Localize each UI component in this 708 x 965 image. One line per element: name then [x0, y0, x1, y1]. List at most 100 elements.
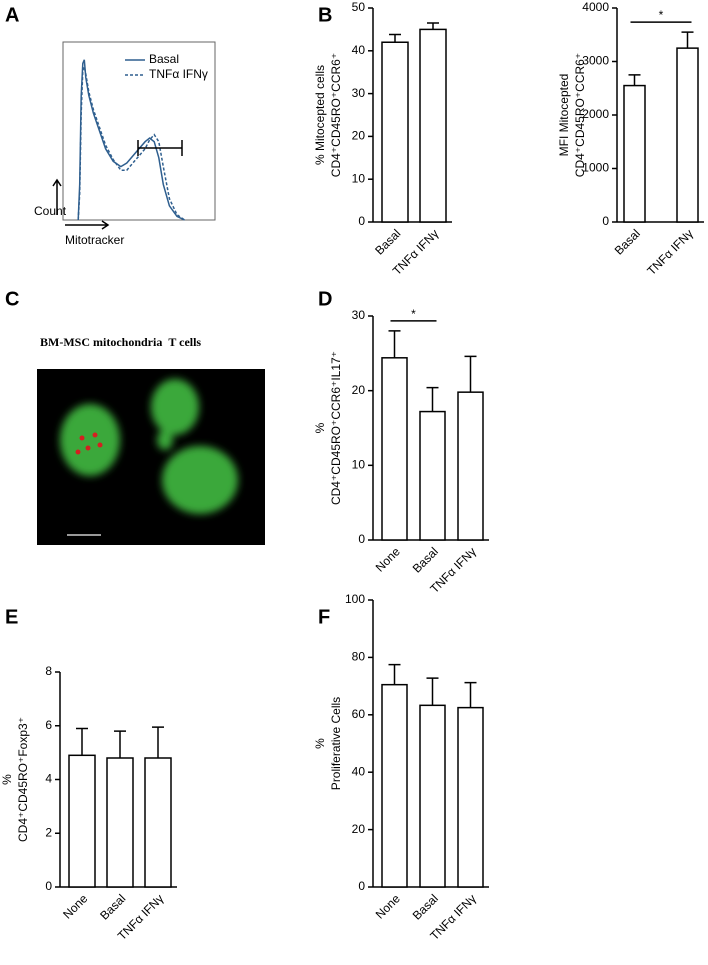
error-bar: [464, 681, 477, 708]
x-axis-label: Mitotracker: [65, 233, 124, 247]
error-bar: [464, 355, 477, 393]
bar: [381, 41, 409, 223]
histogram-curve: [77, 64, 186, 221]
error-bar: [152, 726, 164, 758]
error-bar: [388, 663, 401, 685]
y-tick-label: 100: [345, 592, 365, 606]
significance-label: *: [411, 307, 416, 321]
bar: [381, 357, 408, 541]
y-tick-label: 20: [352, 822, 366, 836]
y-axis-label: Count: [34, 204, 67, 218]
bar: [68, 754, 96, 888]
x-tick-label: Basal: [612, 226, 643, 257]
y-axis-label: CD4⁺CD45RO⁺CCR6⁺IL17⁺: [329, 351, 343, 505]
y-tick-label: 2000: [582, 107, 609, 121]
y-tick-label: 3000: [582, 54, 609, 68]
panel-label: F: [318, 606, 330, 628]
y-tick-label: 20: [352, 129, 366, 143]
bar: [419, 410, 446, 541]
x-tick-label: Basal: [410, 544, 441, 575]
panel-label: C: [5, 288, 19, 310]
y-tick-label: 60: [352, 707, 366, 721]
x-tick-label: Basal: [410, 891, 441, 922]
x-tick-label: None: [373, 891, 403, 921]
error-bar: [628, 74, 641, 86]
error-bar: [427, 22, 439, 30]
bar: [457, 706, 484, 888]
mitochondria: [85, 445, 91, 451]
legend-label: TNFα IFNγ: [149, 67, 208, 81]
y-tick-label: 20: [352, 383, 366, 397]
y-tick-label: 50: [352, 0, 366, 14]
bar: [676, 47, 699, 223]
cell: [151, 379, 199, 435]
error-bar: [426, 677, 439, 706]
mitochondria: [97, 442, 103, 448]
legend-label: Basal: [149, 52, 179, 66]
mitochondria: [79, 435, 85, 441]
bar: [419, 28, 447, 223]
y-tick-label: 0: [602, 214, 609, 228]
y-axis-label: % Mitocepted cells: [313, 65, 327, 165]
bar: [381, 683, 408, 888]
y-tick-label: 30: [352, 86, 366, 100]
x-tick-label: Basal: [97, 891, 128, 922]
y-tick-label: 10: [352, 458, 366, 472]
cell: [162, 446, 238, 514]
bar: [623, 84, 646, 223]
panel-label: D: [318, 288, 332, 310]
panel-label: A: [5, 4, 19, 26]
bar: [457, 391, 484, 541]
error-bar: [388, 330, 401, 358]
histogram-curve: [77, 59, 185, 221]
bar: [106, 757, 134, 888]
panel-label: E: [5, 606, 18, 628]
cell: [157, 430, 173, 450]
caption: BM-MSC mitochondria: [40, 335, 162, 349]
y-tick-label: 10: [352, 171, 366, 185]
x-tick-label: None: [373, 544, 403, 574]
significance-label: *: [659, 8, 664, 22]
y-tick-label: 40: [352, 764, 366, 778]
mitochondria: [92, 432, 98, 438]
bar: [419, 704, 446, 888]
y-axis-label: %: [313, 422, 327, 433]
y-tick-label: 80: [352, 650, 366, 664]
y-tick-label: 2: [45, 825, 52, 839]
y-axis-label: Proliferative Cells: [329, 697, 343, 790]
error-bar: [114, 730, 126, 758]
error-bar: [426, 386, 439, 412]
bar: [144, 757, 172, 888]
y-tick-label: 0: [358, 879, 365, 893]
error-bar: [389, 33, 401, 43]
y-axis-label: CD4⁺CD45RO⁺Foxp3⁺: [16, 717, 30, 842]
y-axis-label: MFI Mitocepted: [557, 74, 571, 157]
y-axis-label: CD4⁺CD45RO⁺CCR6⁺: [329, 53, 343, 177]
x-tick-label: None: [60, 891, 90, 921]
y-tick-label: 4: [45, 772, 52, 786]
y-tick-label: 1000: [582, 161, 609, 175]
y-tick-label: 40: [352, 43, 366, 57]
y-axis-label: %: [313, 738, 327, 749]
y-tick-label: 4000: [582, 0, 609, 14]
cell: [60, 404, 120, 476]
y-tick-label: 0: [358, 532, 365, 546]
error-bar: [681, 31, 694, 49]
x-tick-label: Basal: [372, 226, 403, 257]
gate: [137, 140, 183, 156]
y-tick-label: 6: [45, 718, 52, 732]
plot-frame: [62, 41, 216, 221]
cells: [60, 379, 238, 514]
y-tick-label: 30: [352, 308, 366, 322]
y-tick-label: 0: [45, 879, 52, 893]
y-tick-label: 0: [358, 214, 365, 228]
y-arrow: [52, 178, 62, 215]
x-tick-label: TNFα IFNγ: [644, 226, 696, 278]
y-axis-label: CD4⁺CD45RO⁺CCR6⁺: [573, 53, 587, 177]
error-bar: [76, 727, 88, 756]
caption: T cells: [168, 335, 201, 349]
y-axis-label: %: [0, 774, 14, 785]
mitochondria: [75, 449, 81, 455]
